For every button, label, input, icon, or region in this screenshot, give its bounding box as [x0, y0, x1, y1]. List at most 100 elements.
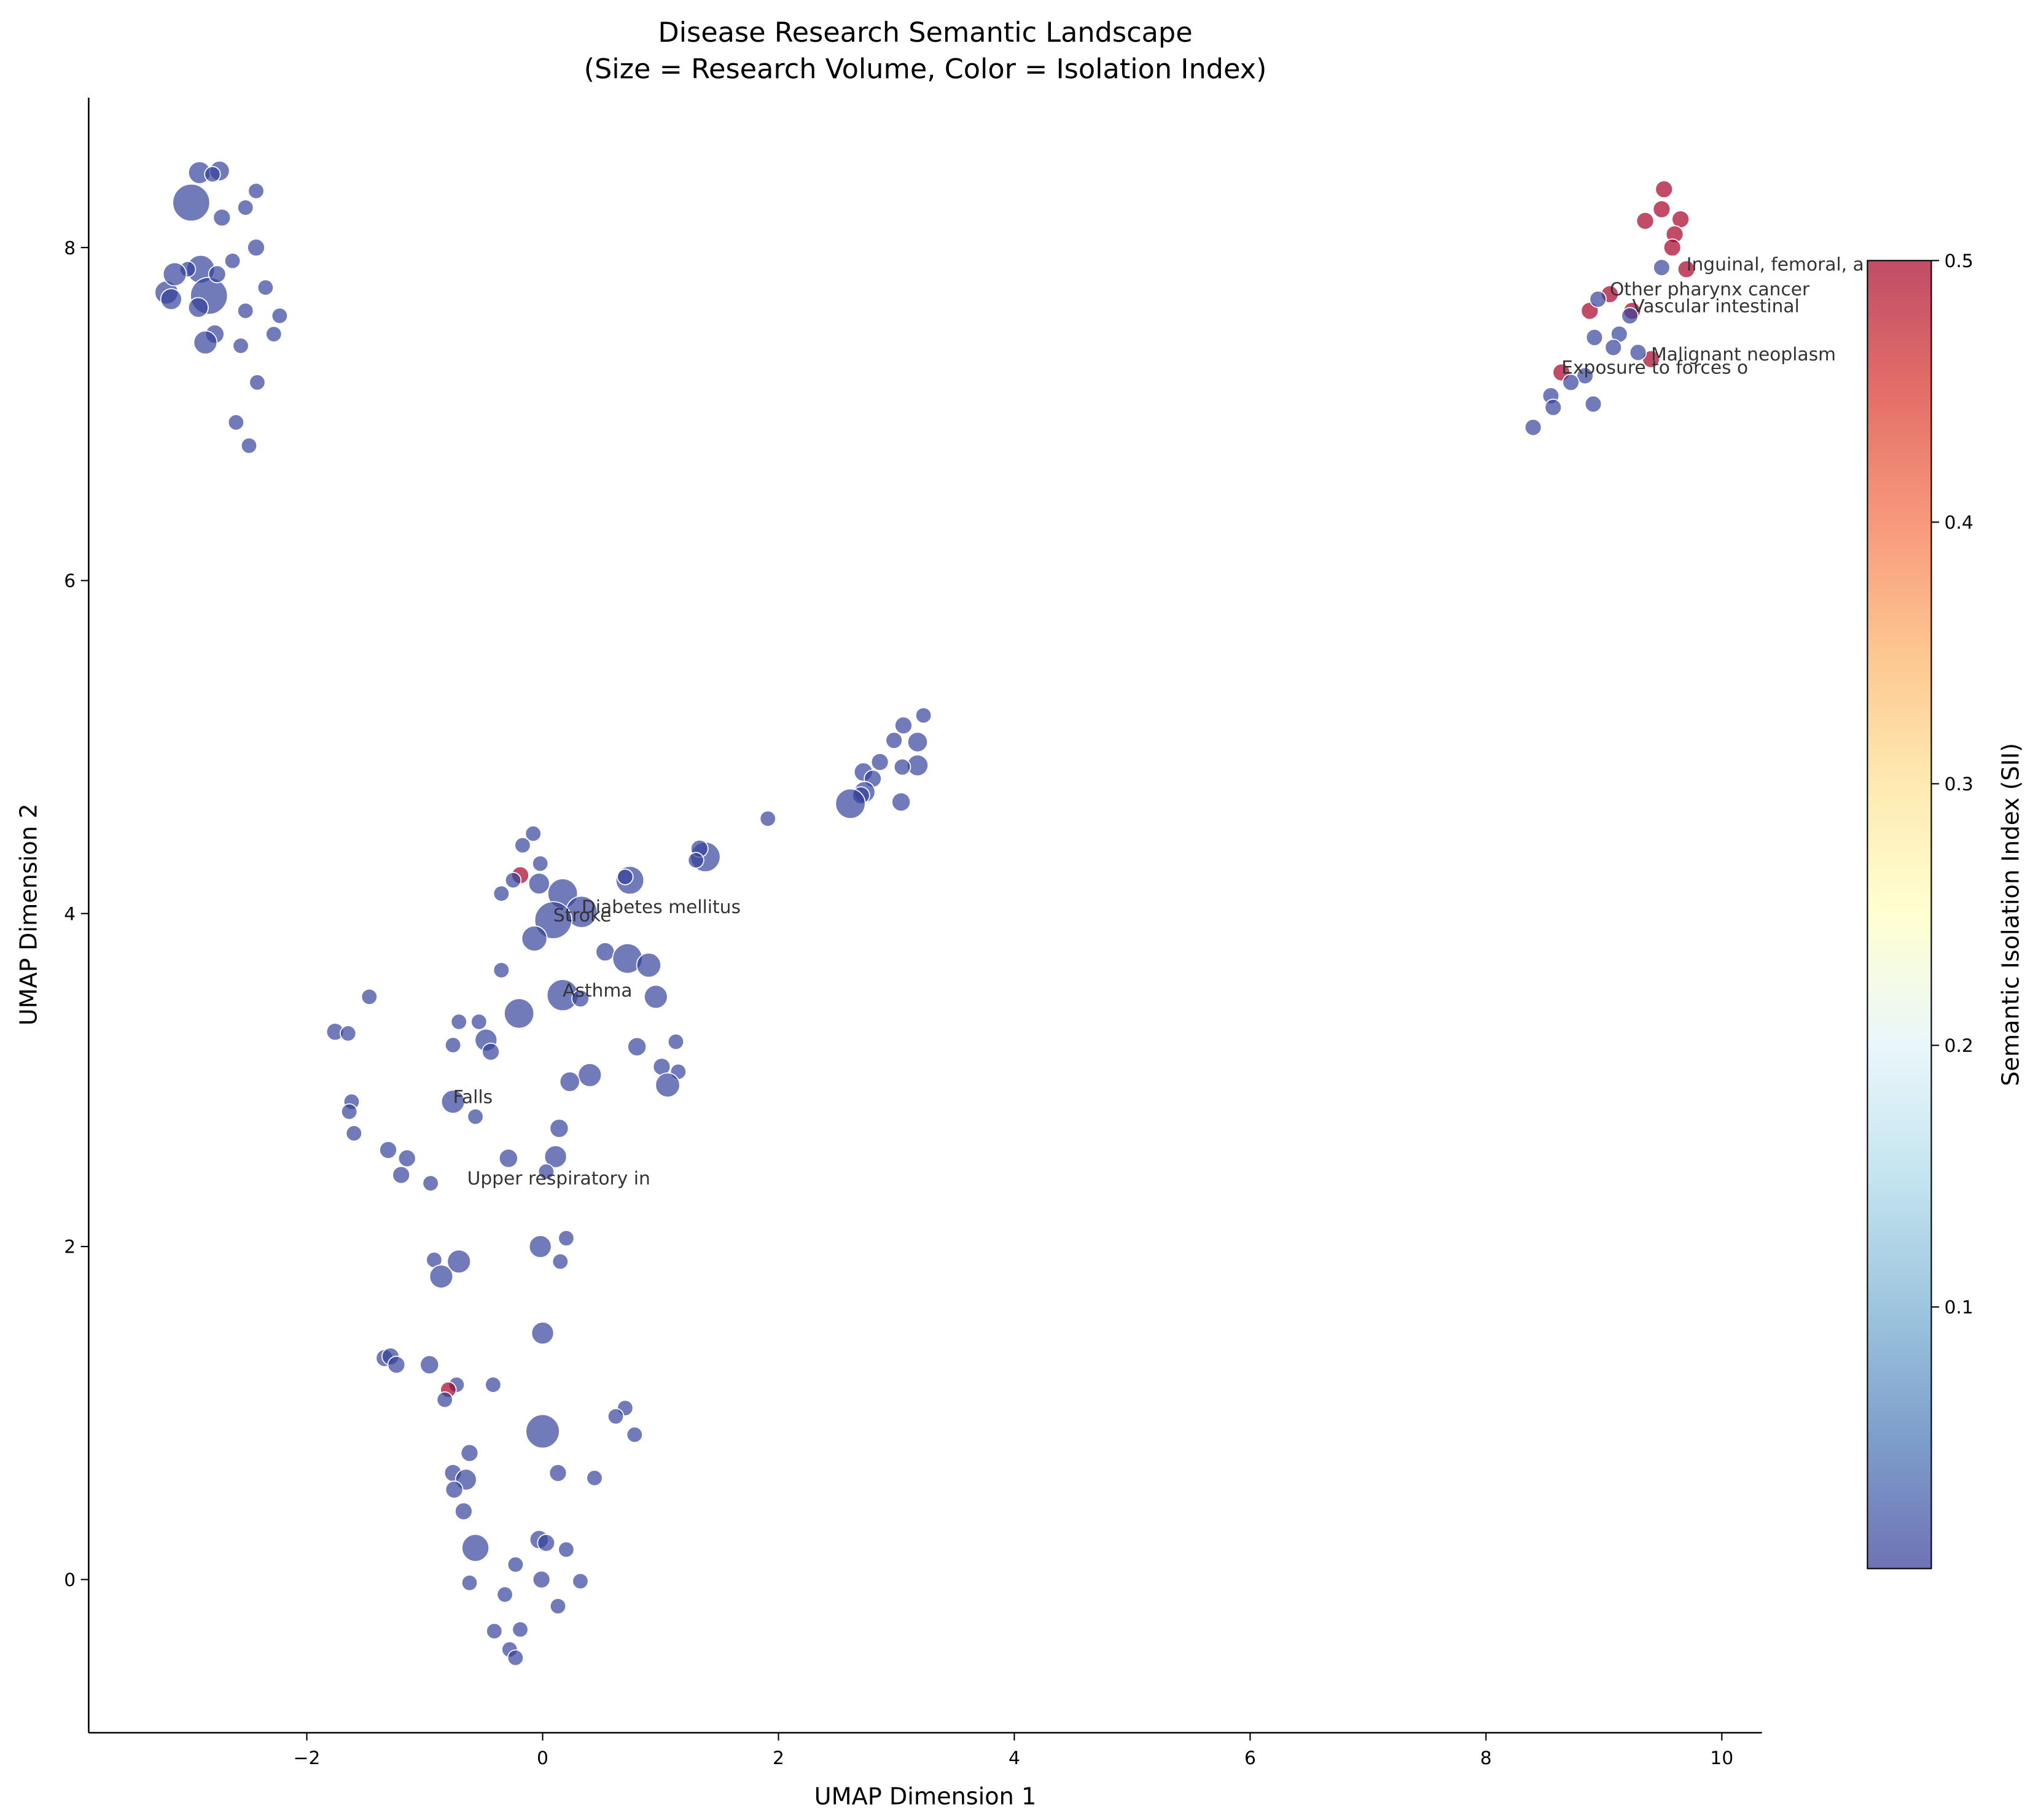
point	[447, 1249, 471, 1274]
point	[532, 1570, 551, 1589]
point	[187, 297, 209, 318]
point	[445, 1480, 464, 1499]
point	[559, 1071, 580, 1092]
point	[470, 1013, 488, 1030]
annotation: Vascular intestinal	[1632, 295, 1799, 317]
point	[532, 855, 549, 873]
point	[891, 792, 911, 812]
point	[227, 414, 244, 431]
point	[835, 788, 866, 819]
point	[1621, 307, 1639, 325]
point	[1677, 260, 1696, 279]
point	[894, 716, 913, 735]
point	[521, 925, 548, 952]
point	[247, 238, 265, 257]
point	[461, 1574, 478, 1592]
point	[552, 1253, 569, 1270]
point	[387, 1355, 406, 1374]
point	[345, 1125, 362, 1142]
point	[870, 753, 889, 771]
point	[525, 825, 542, 842]
point	[549, 1598, 567, 1615]
colorbar-tick-label: 0.5	[1945, 251, 1973, 272]
y-tick-label: 6	[64, 570, 76, 592]
point	[498, 1148, 518, 1169]
point	[1562, 373, 1580, 392]
point	[1589, 290, 1607, 308]
point	[644, 984, 668, 1009]
x-tick-label: 4	[1009, 1748, 1020, 1769]
point	[893, 758, 911, 776]
colorbar-label: Semantic Isolation Index (SII)	[1998, 743, 2025, 1086]
point	[444, 1036, 462, 1054]
y-tick-label: 8	[64, 238, 76, 259]
point	[537, 1163, 555, 1180]
annotation: Diabetes mellitus	[582, 896, 741, 918]
point	[1653, 259, 1671, 276]
point	[759, 810, 776, 827]
x-tick-label: 0	[537, 1748, 548, 1769]
point	[1585, 329, 1604, 346]
point	[1576, 367, 1594, 385]
point	[885, 731, 903, 749]
point	[460, 1444, 479, 1463]
x-tick-label: 8	[1480, 1748, 1492, 1769]
point	[558, 1541, 575, 1558]
point	[461, 1533, 490, 1562]
point	[379, 1140, 397, 1159]
point	[204, 166, 221, 183]
point	[361, 988, 378, 1005]
point	[271, 307, 288, 324]
point	[549, 1118, 569, 1138]
colorbar-tick-label: 0.4	[1945, 512, 1973, 534]
point	[440, 1089, 466, 1114]
x-tick-label: 6	[1244, 1748, 1256, 1769]
point	[422, 1175, 439, 1192]
point	[467, 1108, 484, 1126]
point	[655, 1072, 681, 1098]
point	[482, 1043, 500, 1061]
point	[1524, 418, 1542, 437]
point	[496, 1586, 513, 1603]
point	[504, 871, 522, 889]
point	[237, 302, 254, 319]
point	[607, 1408, 625, 1425]
point	[531, 1321, 555, 1345]
point	[687, 852, 704, 869]
point	[507, 1649, 524, 1666]
point	[436, 1391, 453, 1409]
colorbar-tick-label: 0.2	[1945, 1035, 1973, 1057]
x-tick-label: −2	[294, 1748, 321, 1769]
point	[224, 252, 241, 270]
point	[172, 183, 211, 222]
point	[193, 330, 218, 355]
point	[1629, 343, 1647, 362]
point	[907, 731, 928, 753]
point	[1604, 338, 1622, 357]
point	[162, 262, 187, 287]
point	[213, 208, 232, 227]
point	[232, 337, 249, 354]
point	[571, 989, 590, 1008]
y-tick-label: 2	[64, 1237, 76, 1258]
point	[577, 1063, 603, 1087]
point	[249, 374, 266, 391]
point	[257, 279, 274, 296]
point	[667, 1033, 685, 1051]
point	[586, 1469, 603, 1487]
point	[1636, 211, 1655, 230]
point	[340, 1025, 357, 1042]
point	[504, 998, 535, 1029]
point	[265, 325, 283, 343]
point	[1544, 399, 1563, 416]
colorbar-tick-label: 0.3	[1945, 774, 1973, 795]
annotation: Falls	[453, 1086, 493, 1108]
point	[595, 942, 615, 962]
point	[1655, 180, 1674, 199]
annotation: Inguinal, femoral, a	[1687, 254, 1864, 276]
point	[248, 182, 265, 200]
point	[915, 707, 932, 724]
point	[617, 868, 634, 885]
point	[626, 1426, 643, 1444]
